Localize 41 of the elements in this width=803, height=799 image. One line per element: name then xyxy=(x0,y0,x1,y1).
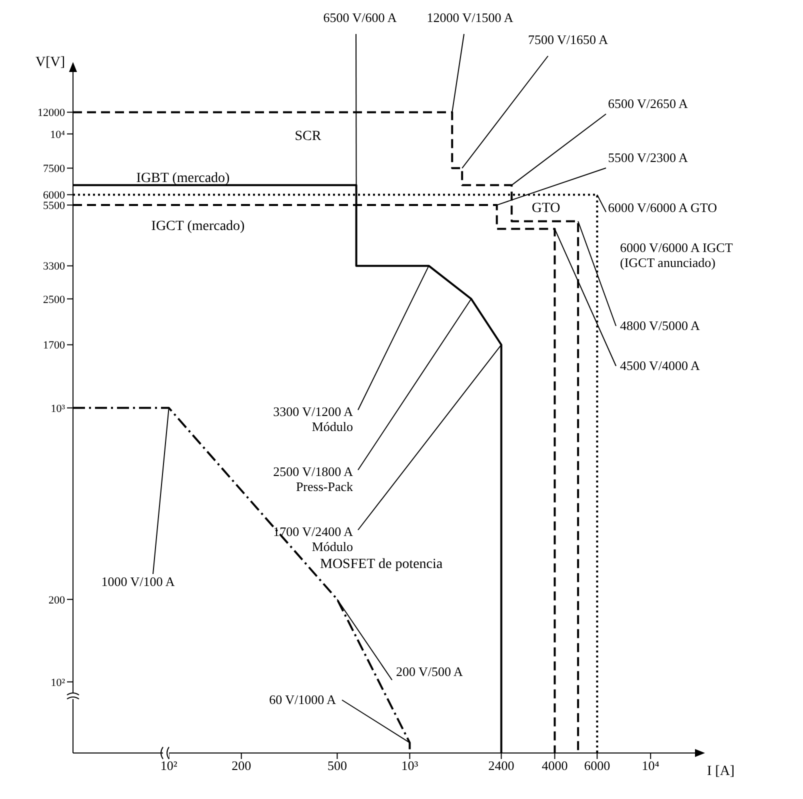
annotation: 1000 V/100 A xyxy=(101,574,176,589)
series-label: IGCT (mercado) xyxy=(151,219,246,234)
x-axis-title: I [A] xyxy=(707,764,735,779)
y-tick-label: 6000 xyxy=(43,190,66,202)
series-label: GTO xyxy=(532,201,560,216)
x-tick-label: 6000 xyxy=(584,758,610,774)
annotation: 4800 V/5000 A xyxy=(620,318,701,333)
y-tick-label: 3300 xyxy=(43,260,66,273)
y-tick-label: 7500 xyxy=(43,163,66,176)
x-tick-label: 500 xyxy=(327,758,347,774)
annotation: 12000 V/1500 A xyxy=(426,10,514,25)
y-tick-label: 10⁴ xyxy=(50,128,66,141)
annotation: 200 V/500 A xyxy=(396,664,464,679)
annotation: 6500 V/2650 A xyxy=(608,96,689,111)
annotation: 6000 V/6000 A IGCT (IGCT anunciado) xyxy=(620,240,733,270)
x-tick-label: 4000 xyxy=(542,758,568,774)
x-tick-label: 2400 xyxy=(488,758,514,774)
y-tick-label: 1700 xyxy=(43,340,66,352)
annotation: 6000 V/6000 A GTO xyxy=(608,200,717,215)
annotation: 4500 V/4000 A xyxy=(620,358,701,373)
annotation: 6500 V/600 A xyxy=(323,10,398,25)
x-tick-label: 10² xyxy=(160,758,178,774)
annotation: 7500 V/1650 A xyxy=(528,32,609,47)
series-label: MOSFET de potencia xyxy=(320,557,444,572)
annotation: 1700 V/2400 A Módulo xyxy=(273,524,354,554)
annotation: 3300 V/1200 A Módulo xyxy=(273,404,354,434)
series-label: IGBT (mercado) xyxy=(136,171,230,186)
annotation: 60 V/1000 A xyxy=(269,692,337,707)
annotation: 5500 V/2300 A xyxy=(608,150,689,165)
y-tick-label: 200 xyxy=(48,594,66,606)
y-axis-title: V[V] xyxy=(35,55,65,70)
series-label: SCR xyxy=(294,129,322,144)
x-tick-label: 10³ xyxy=(401,758,418,774)
x-tick-label: 10⁴ xyxy=(642,758,660,774)
y-tick-label: 5500 xyxy=(43,200,66,212)
y-tick-label: 10³ xyxy=(50,402,66,415)
y-tick-label: 12000 xyxy=(38,107,66,120)
y-tick-label: 2500 xyxy=(43,294,66,306)
y-tick-label: 10² xyxy=(50,676,66,689)
annotation: 2500 V/1800 A Press-Pack xyxy=(273,464,354,494)
x-tick-label: 200 xyxy=(232,758,252,774)
